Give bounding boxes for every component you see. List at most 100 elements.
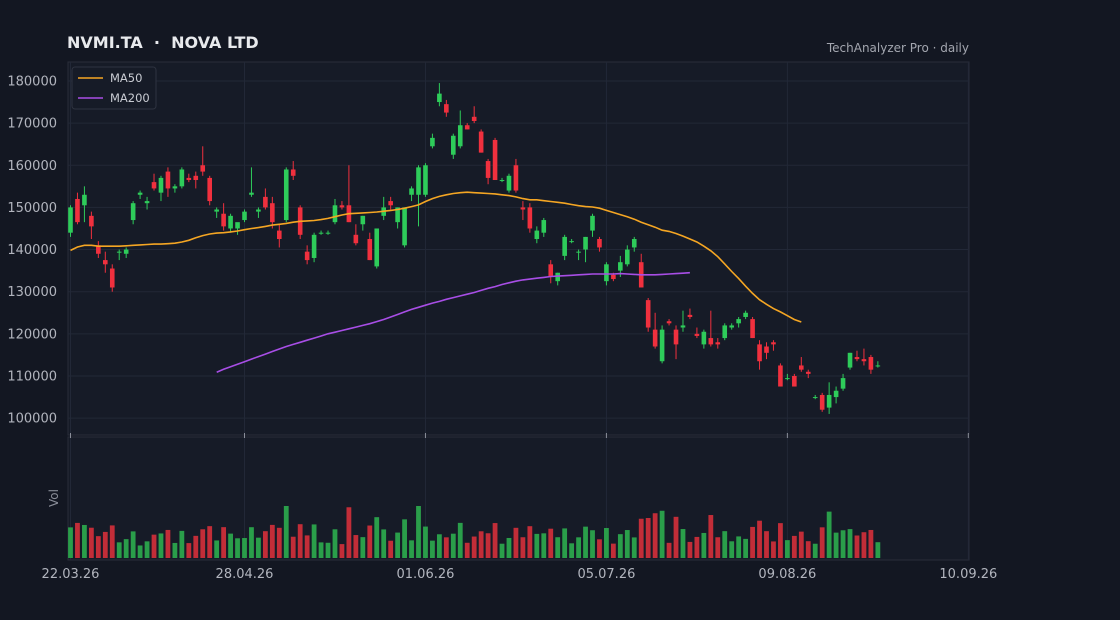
candle-body [625,249,630,265]
candle-body [583,236,588,250]
y-tick-label: 130000 [7,285,57,300]
volume-bar [346,507,352,558]
candle-body [172,186,178,189]
volume-bar [109,525,115,558]
x-tick-label: 01.06.26 [397,567,455,582]
volume-bar [583,526,588,558]
volume-bar [666,542,672,558]
candle-body [457,125,463,147]
volume-bar [367,525,373,558]
volume-bar [861,532,867,558]
volume-bar [784,540,790,558]
volume-bar [95,536,101,558]
candle-body [144,201,150,204]
volume-bar [423,526,428,558]
candle-body [590,215,595,231]
candle-body [520,207,526,210]
volume-bar [610,543,616,558]
volume-bar [645,518,651,558]
volume-bar [416,506,421,558]
volume-bar [269,524,275,558]
candle-body [687,314,693,317]
candle-body [611,274,616,280]
candle-body [277,230,282,240]
candle-body [694,333,700,336]
legend-ma200-label: MA200 [110,91,150,105]
candle-body [680,325,686,328]
volume-bar [715,537,721,558]
candle-body [179,169,185,187]
candle-body [499,180,505,182]
volume-axis-label: Vol [47,489,61,507]
volume-bar [673,516,679,558]
candle-body [123,249,129,254]
volume-bar [604,528,609,558]
candle-body [437,93,442,103]
y-tick-label: 150000 [7,201,57,216]
volume-bar [722,531,728,558]
candle-body [826,394,832,408]
candle-body [771,342,776,345]
grid [68,62,969,560]
moving-averages [70,191,802,373]
candle-body [555,272,560,282]
candle-body [256,209,261,212]
volume-bar [228,533,233,558]
volume-bar [186,543,192,558]
candle-body [221,213,226,227]
candle-body [263,196,268,208]
candle-body [89,215,94,227]
candle-body [158,177,164,193]
volume-bar [165,529,171,558]
candle-body [193,175,199,181]
volume-bar [499,543,505,558]
volume-bar [130,531,136,558]
candle-body [527,207,533,229]
candle-body [75,198,80,223]
candle-body [548,264,554,277]
candle-body [423,165,428,195]
volume-bar [868,529,874,558]
candle-body [451,135,456,155]
volume-bar [283,506,289,558]
volume-bar [750,526,755,558]
volume-bar [332,529,338,558]
volume-bar [736,536,742,558]
volume-bar [123,539,129,558]
candle-body [325,232,331,234]
volume-bar [576,537,581,558]
candle-body [165,171,171,189]
volume-bar [214,540,220,558]
volume-bar [534,533,540,558]
volume-bar [471,536,477,558]
volume-bar [304,535,310,558]
candle-body [402,207,407,246]
candle-body [673,329,679,345]
volume-bar [381,529,387,558]
x-tick-label: 10.09.26 [939,567,997,582]
candle-body [785,378,790,380]
volume-bar [652,513,658,558]
y-axis: 100000 110000 120000 130000 140000 150000 1600… [7,74,57,426]
candle-body [506,175,512,191]
volume-bar [402,519,407,558]
volume-bar [798,531,804,558]
volume-bar [562,528,568,558]
volume-bar [617,534,623,558]
volume-bar [221,527,227,558]
volume-bar [158,533,164,558]
volume-bar [805,541,811,558]
volume-bar [541,533,547,558]
volume-bar [701,532,707,558]
volume-bar [659,510,665,558]
chart-title: NVMI.TA · NOVA LTD [67,33,259,52]
legend-ma50-label: MA50 [110,71,142,85]
volume-bar [729,541,735,558]
candle-body [283,169,289,221]
candle-body [666,321,672,324]
y-tick-label: 160000 [7,159,57,174]
candle-body [339,205,345,208]
volume-bar [249,527,254,558]
candle-body [875,365,881,367]
volume-bar [694,536,700,558]
